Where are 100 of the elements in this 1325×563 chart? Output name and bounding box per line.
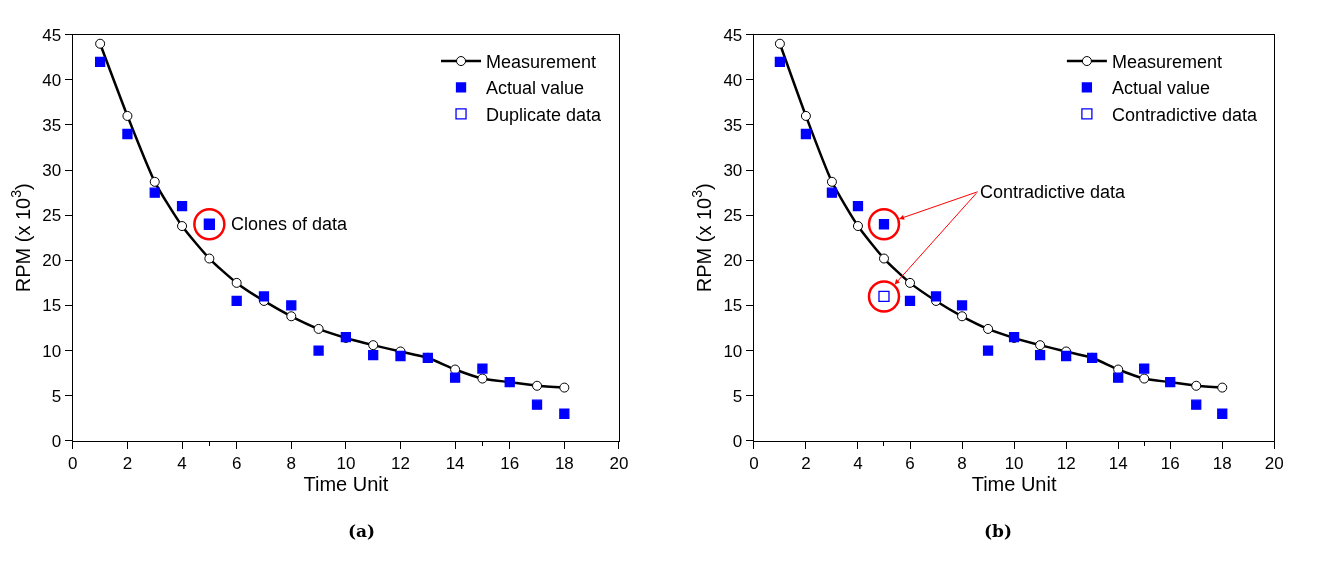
point bbox=[905, 277, 916, 288]
point bbox=[852, 201, 864, 212]
point bbox=[826, 187, 838, 198]
point bbox=[204, 253, 215, 264]
point bbox=[313, 323, 324, 334]
x-tick-label: 10 bbox=[336, 454, 356, 474]
x-tick-label: 8 bbox=[957, 454, 967, 474]
annotation: Contradictive data bbox=[980, 182, 1127, 202]
point bbox=[477, 363, 488, 374]
point bbox=[1113, 372, 1124, 383]
x-tick-label: 0 bbox=[68, 454, 78, 474]
point bbox=[1034, 349, 1046, 361]
point bbox=[122, 128, 133, 140]
y-tick-label: 15 bbox=[42, 296, 62, 316]
point bbox=[800, 128, 812, 140]
point bbox=[177, 221, 188, 232]
x-tick-label: 20 bbox=[1264, 454, 1284, 474]
point bbox=[1217, 382, 1228, 393]
y-tick-label: 45 bbox=[723, 25, 743, 45]
x-tick-label: 2 bbox=[122, 454, 133, 474]
point bbox=[449, 372, 461, 383]
x-tick-label: 4 bbox=[177, 454, 187, 474]
y-tick-label: 10 bbox=[723, 341, 743, 361]
point bbox=[258, 291, 270, 302]
point bbox=[95, 38, 106, 49]
point bbox=[286, 300, 297, 311]
point bbox=[852, 221, 863, 232]
y-tick-label: 5 bbox=[732, 386, 743, 406]
legend-label: Contradictive data bbox=[1111, 104, 1258, 125]
point bbox=[149, 176, 160, 187]
y-tick-label: 0 bbox=[732, 431, 743, 451]
text: (b) bbox=[984, 521, 1012, 541]
point bbox=[1191, 399, 1202, 410]
point bbox=[532, 380, 543, 391]
point bbox=[368, 349, 379, 361]
y-tick-label: 45 bbox=[42, 25, 62, 45]
annotation: Clones of data bbox=[231, 214, 349, 234]
point bbox=[1139, 363, 1150, 374]
y-tick-label: 5 bbox=[51, 386, 62, 406]
point bbox=[1217, 408, 1228, 419]
point bbox=[904, 295, 916, 307]
x-tick-label: 20 bbox=[609, 454, 629, 474]
x-tick-label: 0 bbox=[749, 454, 759, 474]
point bbox=[531, 399, 543, 410]
legend-label: Measurement bbox=[1111, 52, 1222, 73]
y-tick-label: 40 bbox=[42, 70, 62, 90]
x-tick-label: 2 bbox=[801, 454, 811, 474]
text: (a) bbox=[348, 521, 376, 541]
point bbox=[1035, 340, 1046, 351]
legend-label: Actual value bbox=[1111, 78, 1210, 99]
y-tick-label: 15 bbox=[723, 296, 743, 316]
point bbox=[774, 56, 786, 67]
point bbox=[878, 253, 889, 264]
x-tick-label: 6 bbox=[231, 454, 242, 474]
point bbox=[774, 38, 785, 49]
y-tick-label: 35 bbox=[723, 115, 743, 135]
y-tick-label: 30 bbox=[723, 161, 743, 181]
point bbox=[286, 311, 297, 322]
y-tick-label: 35 bbox=[42, 115, 62, 135]
point bbox=[1139, 373, 1150, 384]
x-tick-label: 18 bbox=[1212, 454, 1232, 474]
point bbox=[94, 56, 106, 67]
point bbox=[826, 176, 837, 187]
y-tick-label: 30 bbox=[42, 161, 62, 181]
x-tick-label: 8 bbox=[286, 454, 297, 474]
point bbox=[930, 291, 942, 302]
x-tick-label: 14 bbox=[445, 454, 465, 474]
x-tick-label: 18 bbox=[554, 454, 574, 474]
x-tick-label: 16 bbox=[1160, 454, 1180, 474]
point bbox=[957, 311, 968, 322]
x-tick-label: 12 bbox=[1056, 454, 1076, 474]
point bbox=[982, 345, 994, 356]
legend-label: Measurement bbox=[486, 52, 597, 73]
point bbox=[313, 345, 324, 356]
point bbox=[477, 373, 488, 384]
legend-label: Actual value bbox=[486, 78, 585, 99]
y-tick-label: 25 bbox=[42, 206, 62, 226]
x-axis-title: Time Unit bbox=[303, 473, 389, 496]
x-tick-label: 16 bbox=[500, 454, 520, 474]
point bbox=[122, 110, 133, 121]
point bbox=[1191, 380, 1202, 391]
y-tick-label: 25 bbox=[723, 206, 743, 226]
y-tick-label: 20 bbox=[723, 251, 743, 271]
point bbox=[956, 300, 968, 311]
point bbox=[368, 340, 379, 351]
x-tick-label: 14 bbox=[1108, 454, 1128, 474]
point bbox=[800, 110, 811, 121]
y-tick-label: 20 bbox=[42, 251, 62, 271]
x-axis-title: Time Unit bbox=[971, 473, 1057, 496]
x-tick-label: 12 bbox=[391, 454, 410, 474]
legend-label: Duplicate data bbox=[486, 104, 603, 125]
y-tick-label: 0 bbox=[51, 431, 62, 451]
point bbox=[231, 277, 242, 288]
x-tick-label: 4 bbox=[853, 454, 863, 474]
point bbox=[231, 295, 242, 307]
point bbox=[1060, 350, 1072, 362]
x-tick-label: 6 bbox=[905, 454, 915, 474]
point bbox=[395, 350, 406, 362]
y-tick-label: 10 bbox=[42, 341, 62, 361]
point bbox=[559, 382, 570, 393]
